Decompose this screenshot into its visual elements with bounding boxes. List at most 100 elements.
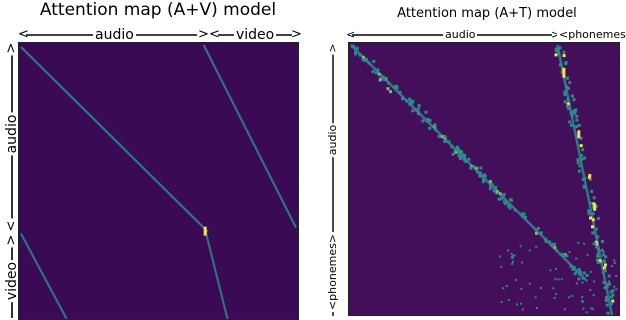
attention-speckle xyxy=(589,216,593,220)
attention-speckle xyxy=(381,75,385,79)
heatmap-right xyxy=(348,42,620,316)
attention-speckle xyxy=(428,119,432,123)
attention-speckle xyxy=(566,86,570,90)
attention-speckle xyxy=(411,109,415,113)
attention-speckle xyxy=(443,134,447,138)
attention-speckle xyxy=(590,189,594,193)
attention-speckle xyxy=(450,145,454,149)
attention-speckle xyxy=(361,55,365,59)
attention-speckle xyxy=(605,295,609,299)
attention-speckle xyxy=(534,229,538,233)
attention-speckle xyxy=(577,241,580,244)
attention-speckle xyxy=(591,231,595,235)
attention-speckle xyxy=(582,184,586,188)
attention-speckle xyxy=(433,123,437,127)
attention-speckle xyxy=(566,102,570,106)
attention-speckle xyxy=(577,277,581,281)
attention-speckle xyxy=(601,240,605,244)
attention-speckle xyxy=(516,303,519,306)
attention-speckle xyxy=(482,180,485,184)
attention-speckle xyxy=(582,271,586,275)
attention-speckle xyxy=(601,253,605,257)
attention-speckle xyxy=(575,270,579,274)
attention-speckle xyxy=(475,166,479,170)
attention-speckle xyxy=(576,161,580,165)
attention-speckle xyxy=(519,245,522,248)
attention-speckle xyxy=(386,87,390,91)
attention-speckle xyxy=(457,148,461,152)
attention-speckle xyxy=(592,242,595,245)
attention-diagonal-audio-audio xyxy=(350,44,589,283)
heatmap-left xyxy=(18,42,299,320)
attention-speckle xyxy=(604,263,607,267)
attention-speckle xyxy=(417,104,421,108)
attention-speckle xyxy=(581,148,585,152)
attention-peak xyxy=(203,226,207,236)
attention-speckle xyxy=(589,270,592,273)
attention-speckle xyxy=(506,249,509,252)
attention-speckle xyxy=(507,298,510,301)
attention-speckle xyxy=(554,278,557,281)
attention-speckle xyxy=(602,259,606,263)
attention-speckle xyxy=(461,154,465,158)
attention-speckle xyxy=(576,158,580,162)
attention-speckle xyxy=(557,51,561,55)
attention-speckle xyxy=(424,110,428,114)
attention-speckle xyxy=(400,97,404,101)
attention-speckle xyxy=(480,174,484,178)
attention-speckle xyxy=(605,299,609,303)
attention-speckle xyxy=(579,270,583,274)
attention-speckle xyxy=(611,289,615,293)
attention-speckle xyxy=(421,119,425,123)
attention-speckle xyxy=(548,240,552,244)
attention-speckle xyxy=(563,100,567,104)
attention-speckle xyxy=(470,164,474,168)
attention-speckle xyxy=(572,265,576,269)
y-axis-label-audio-left: audio xyxy=(4,112,20,156)
attention-speckle xyxy=(565,76,569,80)
attention-peak xyxy=(593,203,597,211)
attention-speckle xyxy=(575,282,578,285)
attention-speckle xyxy=(613,285,616,288)
attention-speckle xyxy=(508,206,512,210)
y-axis-label-video-left: video xyxy=(4,259,20,303)
attention-speckle xyxy=(570,113,574,117)
attention-speckle xyxy=(500,300,503,303)
attention-speckle xyxy=(521,308,524,311)
attention-speckle xyxy=(467,157,471,161)
attention-speckle xyxy=(507,204,511,208)
attention-speckle xyxy=(579,144,583,148)
attention-speckle xyxy=(434,128,438,132)
attention-speckle xyxy=(568,120,572,124)
attention-speckle xyxy=(589,201,593,205)
x-axis-label-video-left: video xyxy=(234,27,277,43)
attention-speckle xyxy=(395,84,399,88)
attention-speckle xyxy=(582,307,585,310)
attention-speckle xyxy=(539,231,543,235)
attention-speckle xyxy=(609,290,613,294)
attention-speckle xyxy=(564,62,568,66)
attention-speckle xyxy=(443,139,447,143)
attention-speckle xyxy=(456,145,460,149)
attention-speckle xyxy=(581,296,584,299)
attention-speckle xyxy=(457,154,461,158)
attention-speckle xyxy=(482,173,486,177)
attention-speckle xyxy=(611,299,615,303)
attention-speckle xyxy=(494,185,498,189)
attention-speckle xyxy=(602,269,606,273)
attention-speckle xyxy=(549,269,552,272)
attention-speckle xyxy=(583,156,587,160)
attention-speckle xyxy=(509,198,513,202)
attention-speckle xyxy=(415,108,419,112)
attention-speckle xyxy=(498,255,501,258)
bracket-right-glyph: > xyxy=(198,27,209,42)
attention-speckle xyxy=(598,259,602,263)
attention-speckle xyxy=(488,180,492,184)
attention-speckle xyxy=(587,175,591,179)
attention-speckle xyxy=(615,288,618,291)
attention-speckle xyxy=(579,136,583,140)
attention-speckle xyxy=(600,260,604,264)
attention-speckle xyxy=(563,90,567,94)
attention-speckle xyxy=(554,47,558,51)
attention-speckle xyxy=(587,212,591,216)
